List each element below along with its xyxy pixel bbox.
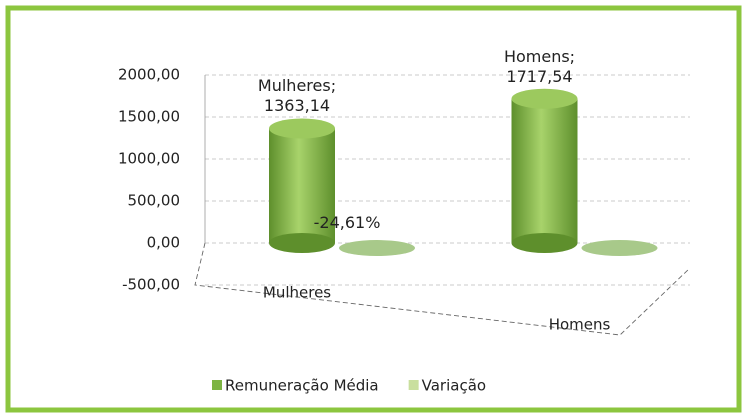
disk bbox=[339, 240, 415, 257]
legend-swatch bbox=[408, 380, 419, 390]
cylinder-top bbox=[269, 118, 335, 139]
floor bbox=[194, 242, 691, 336]
data-label: Mulheres; 1363,14 bbox=[257, 76, 337, 116]
data-label: -24,61% bbox=[313, 213, 381, 233]
data-label: Homens; 1717,54 bbox=[503, 46, 576, 86]
cylinder bbox=[511, 98, 578, 243]
cylinder bbox=[269, 128, 335, 243]
y-tick-label: 1500,00 bbox=[118, 108, 180, 126]
x-tick-label: Mulheres bbox=[263, 284, 331, 302]
cylinder-base bbox=[511, 233, 578, 253]
disk bbox=[581, 240, 658, 256]
legend-label: Variação bbox=[422, 377, 486, 395]
y-tick-label: 0,00 bbox=[147, 234, 180, 252]
y-tick-label: -500,00 bbox=[122, 276, 180, 294]
y-tick-label: 2000,00 bbox=[118, 66, 180, 84]
y-tick-label: 500,00 bbox=[128, 192, 181, 210]
cylinder-base bbox=[269, 233, 335, 253]
y-tick-label: 1000,00 bbox=[118, 150, 180, 168]
legend-label: Remuneração Média bbox=[225, 377, 379, 395]
legend-swatch bbox=[212, 380, 222, 390]
x-tick-label: Homens bbox=[549, 316, 611, 334]
cylinder-top bbox=[511, 88, 578, 109]
